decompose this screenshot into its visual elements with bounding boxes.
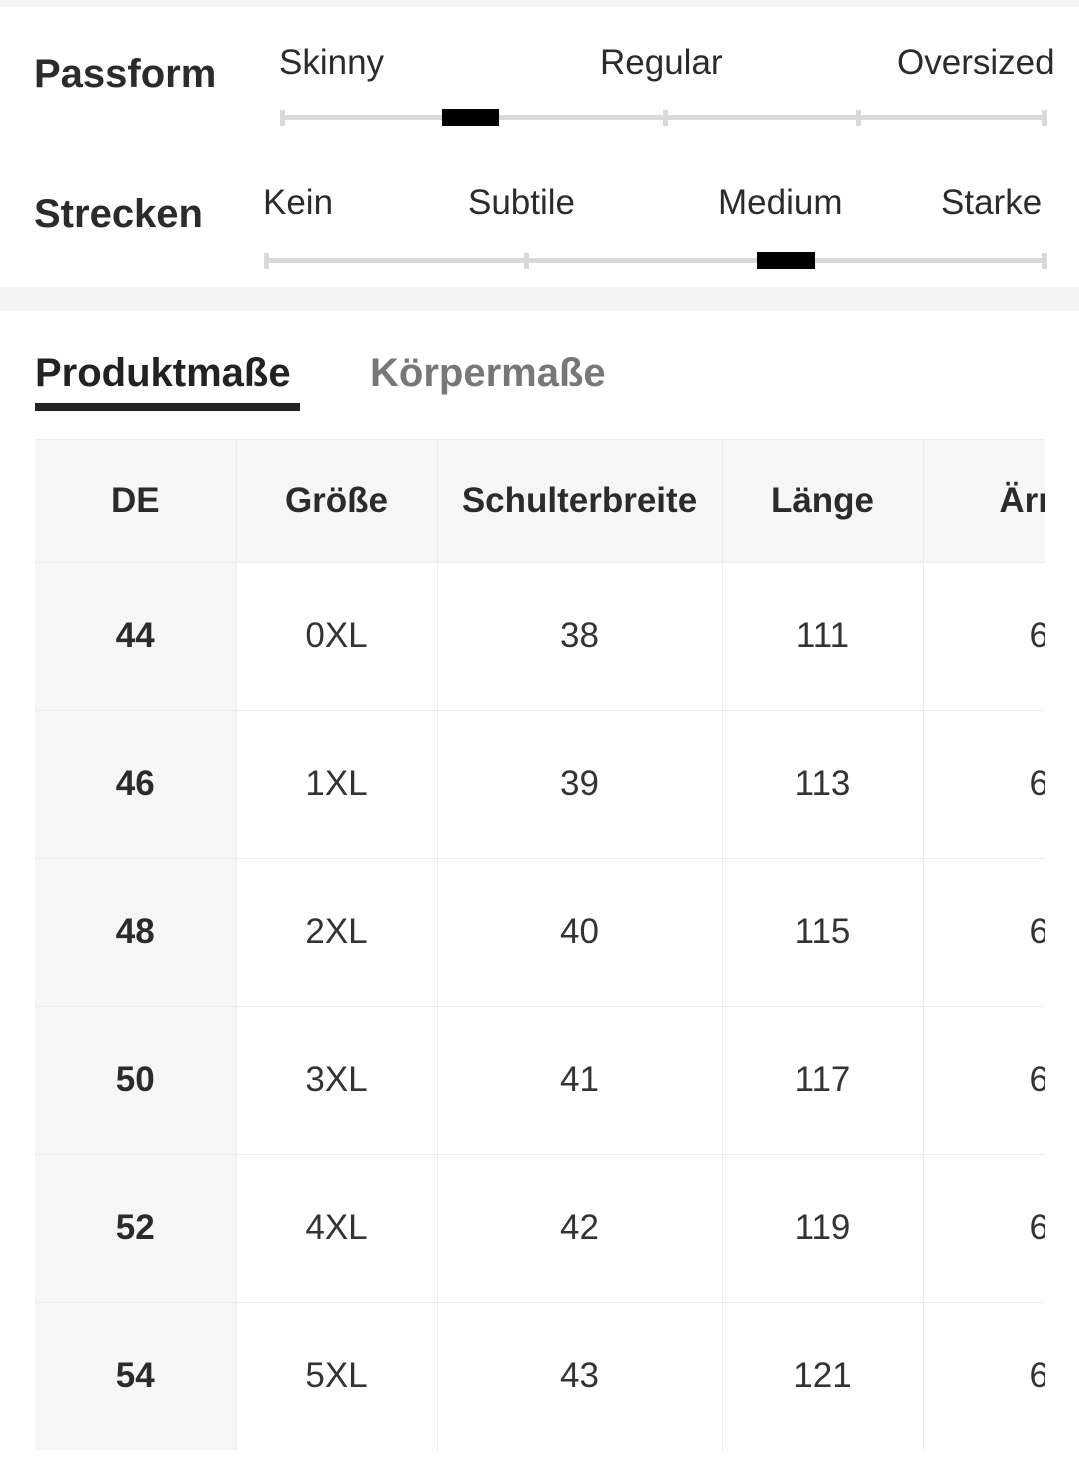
measurement-tabs: Produktmaße Körpermaße <box>0 311 1079 421</box>
passform-option-skinny: Skinny <box>279 43 385 82</box>
active-tab-underline <box>35 403 300 411</box>
cell-laenge: 111 <box>722 562 924 711</box>
table-row: 44 0XL 38 111 63 <box>35 562 1045 711</box>
table-row: 54 5XL 43 121 68 <box>35 1302 1045 1450</box>
passform-tick <box>1042 110 1047 126</box>
cell-schulterbreite: 39 <box>437 710 723 859</box>
header-groesse: Größe <box>236 440 438 563</box>
cell-schulterbreite: 42 <box>437 1154 723 1303</box>
cell-aermel: 63 <box>923 562 1045 711</box>
passform-tick <box>280 110 285 126</box>
passform-option-oversized: Oversized <box>897 43 1055 82</box>
tab-produktmasse[interactable]: Produktmaße <box>35 351 291 395</box>
cell-de: 44 <box>35 562 237 711</box>
table-row: 52 4XL 42 119 67 <box>35 1154 1045 1303</box>
header-laenge: Länge <box>722 440 924 563</box>
cell-laenge: 115 <box>722 858 924 1007</box>
passform-option-regular: Regular <box>600 43 723 82</box>
strecken-track <box>264 258 1047 263</box>
cell-schulterbreite: 43 <box>437 1302 723 1450</box>
strecken-tick <box>524 253 529 269</box>
cell-laenge: 119 <box>722 1154 924 1303</box>
cell-de: 52 <box>35 1154 237 1303</box>
cell-de: 50 <box>35 1006 237 1155</box>
table-header-row: DE Größe Schulterbreite Länge Ärmel <box>35 440 1045 563</box>
passform-label: Passform <box>34 52 217 96</box>
cell-aermel: 66 <box>923 1006 1045 1155</box>
cell-schulterbreite: 40 <box>437 858 723 1007</box>
strecken-label: Strecken <box>34 192 203 236</box>
strecken-option-subtile: Subtile <box>468 183 576 222</box>
strecken-tick <box>264 253 269 269</box>
cell-aermel: 65 <box>923 858 1045 1007</box>
strecken-tick <box>1042 253 1047 269</box>
cell-groesse: 5XL <box>236 1302 438 1450</box>
cell-aermel: 67 <box>923 1154 1045 1303</box>
cell-groesse: 1XL <box>236 710 438 859</box>
cell-groesse: 0XL <box>236 562 438 711</box>
cell-groesse: 2XL <box>236 858 438 1007</box>
cell-aermel: 64 <box>923 710 1045 859</box>
passform-tick <box>856 110 861 126</box>
header-schulterbreite: Schulterbreite <box>437 440 723 563</box>
strecken-indicator <box>757 252 815 269</box>
passform-tick <box>663 110 668 126</box>
strecken-option-medium: Medium <box>718 183 843 222</box>
header-de: DE <box>35 440 237 563</box>
cell-groesse: 3XL <box>236 1006 438 1155</box>
cell-de: 46 <box>35 710 237 859</box>
table-row: 50 3XL 41 117 66 <box>35 1006 1045 1155</box>
fit-card: Passform Skinny Regular Oversized Streck… <box>0 7 1079 287</box>
top-strip <box>0 0 1079 7</box>
cell-laenge: 121 <box>722 1302 924 1450</box>
table-row: 46 1XL 39 113 64 <box>35 710 1045 859</box>
cell-de: 54 <box>35 1302 237 1450</box>
cell-de: 48 <box>35 858 237 1007</box>
strecken-option-starke: Starke <box>941 183 1043 222</box>
tab-koerpermasse[interactable]: Körpermaße <box>370 351 606 395</box>
cell-laenge: 117 <box>722 1006 924 1155</box>
strecken-option-kein: Kein <box>263 183 334 222</box>
cell-aermel: 68 <box>923 1302 1045 1450</box>
passform-indicator <box>442 109 499 126</box>
header-aermel: Ärmel <box>923 440 1045 563</box>
section-divider <box>0 287 1079 311</box>
cell-laenge: 113 <box>722 710 924 859</box>
table-row: 48 2XL 40 115 65 <box>35 858 1045 1007</box>
cell-groesse: 4XL <box>236 1154 438 1303</box>
size-table: DE Größe Schulterbreite Länge Ärmel 44 0… <box>35 440 1045 1450</box>
cell-schulterbreite: 38 <box>437 562 723 711</box>
cell-schulterbreite: 41 <box>437 1006 723 1155</box>
size-table-scroll[interactable]: DE Größe Schulterbreite Länge Ärmel 44 0… <box>35 439 1045 1450</box>
